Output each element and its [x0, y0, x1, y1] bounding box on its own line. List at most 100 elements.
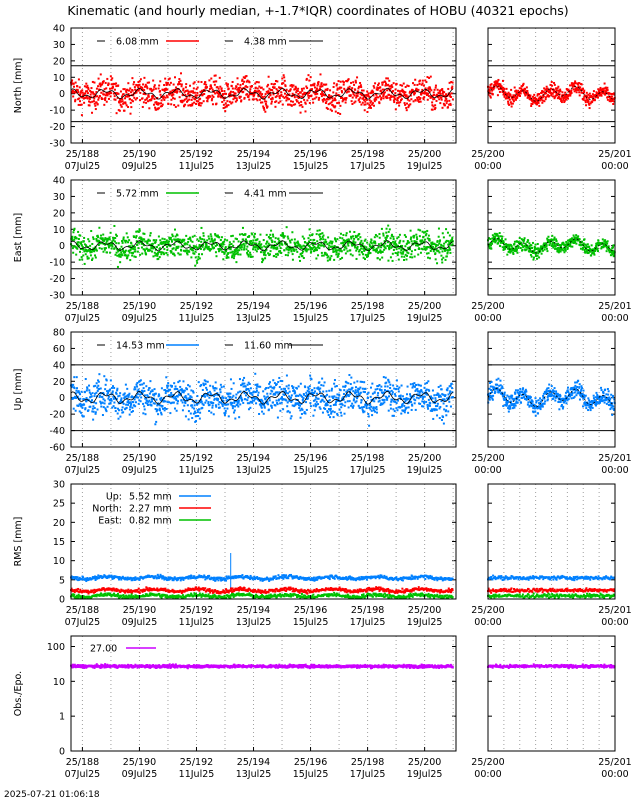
- up-data-point: [247, 396, 250, 399]
- north-data-point: [414, 99, 417, 102]
- up-data-point: [94, 411, 97, 414]
- east-data-point: [73, 238, 76, 241]
- north-data-point: [348, 85, 351, 88]
- east-zoom-data-point: [532, 258, 535, 261]
- north-data-point: [163, 98, 166, 101]
- east-data-point: [193, 234, 196, 237]
- east-data-point: [314, 242, 317, 245]
- east-data-point: [403, 255, 406, 258]
- up-data-point: [283, 390, 286, 393]
- north-data-point: [81, 96, 84, 99]
- north-data-point: [409, 103, 412, 106]
- east-data-point: [197, 255, 200, 258]
- east-zoom-data-point: [501, 235, 504, 238]
- up-data-point: [167, 389, 170, 392]
- east-zoom-data-point: [587, 252, 590, 255]
- east-data-point: [202, 234, 205, 237]
- east-data-point: [263, 251, 266, 254]
- east-data-point: [95, 249, 98, 252]
- north-data-point: [237, 88, 240, 91]
- up-data-point: [302, 401, 305, 404]
- east-zoom-data-point: [545, 242, 548, 245]
- north-data-point: [224, 102, 227, 105]
- north-data-point: [104, 96, 107, 99]
- up-data-point: [203, 393, 206, 396]
- east-zoom-data-point: [513, 242, 516, 245]
- east-data-point: [428, 238, 431, 241]
- east-data-point: [142, 232, 145, 235]
- north-data-point: [103, 97, 106, 100]
- east-zoom-data-point: [596, 250, 599, 253]
- east-zoom-data-point: [573, 236, 576, 239]
- east-zoom-data-point: [606, 242, 609, 245]
- up-data-point: [127, 393, 130, 396]
- north-data-point: [354, 100, 357, 103]
- east-data-point: [241, 243, 244, 246]
- north-zoom-data-point: [551, 92, 554, 95]
- east-data-point: [313, 245, 316, 248]
- east-main-frame: [70, 179, 457, 296]
- north-data-point: [240, 99, 243, 102]
- east-data-point: [215, 242, 218, 245]
- east-data-point: [323, 245, 326, 248]
- east-data-point: [280, 240, 283, 243]
- north-data-point: [168, 83, 171, 86]
- up-data-point: [133, 404, 136, 407]
- north-zoom-data-point: [531, 95, 534, 98]
- east-zoom-data-point: [535, 254, 538, 257]
- east-data-point: [137, 230, 140, 233]
- east-data-point: [388, 228, 391, 231]
- east-data-point: [447, 249, 450, 252]
- east-data-point: [76, 247, 79, 250]
- east-data-point: [187, 241, 190, 244]
- east-zoom-data-point: [581, 248, 584, 251]
- north-data-point: [334, 110, 337, 113]
- north-data-point: [171, 89, 174, 92]
- up-data-point: [89, 405, 92, 408]
- up-data-point: [284, 387, 287, 390]
- north-data-point: [335, 92, 338, 95]
- east-zoom-data-point: [600, 247, 603, 250]
- up-data-point: [231, 401, 234, 404]
- up-data-point: [309, 405, 312, 408]
- east-data-point: [193, 245, 196, 248]
- east-data-point: [271, 233, 274, 236]
- north-data-point: [139, 91, 142, 94]
- east-zoom-data-point: [583, 249, 586, 252]
- up-data-point: [230, 387, 233, 390]
- east-data-point: [141, 252, 144, 255]
- up-data-point: [152, 397, 155, 400]
- north-data-point: [127, 105, 130, 108]
- up-data-point: [180, 399, 183, 402]
- up-data-point: [199, 385, 202, 388]
- north-data-point: [212, 80, 215, 83]
- up-data-point: [192, 412, 195, 415]
- north-y-tick-label: 10: [53, 73, 65, 84]
- north-data-point: [273, 86, 276, 89]
- north-data-point: [209, 84, 212, 87]
- east-data-point: [302, 257, 305, 260]
- up-data-point: [103, 375, 106, 378]
- east-data-point: [219, 239, 222, 242]
- up-data-point: [318, 381, 321, 384]
- up-data-point: [157, 393, 160, 396]
- up-data-point: [118, 409, 121, 412]
- east-data-point: [118, 255, 121, 258]
- north-data-point: [273, 82, 276, 85]
- north-data-point: [444, 95, 447, 98]
- north-data-point: [80, 90, 83, 93]
- east-data-point: [236, 251, 239, 254]
- north-zoom-data-point: [562, 98, 565, 101]
- east-data-point: [384, 238, 387, 241]
- east-data-point: [166, 253, 169, 256]
- up-data-point: [138, 399, 141, 402]
- north-zoom-data-point: [597, 91, 600, 94]
- east-data-point: [285, 226, 288, 229]
- east-data-point: [237, 253, 240, 256]
- north-zoom-data-point: [593, 94, 596, 97]
- up-data-point: [276, 403, 279, 406]
- east-data-point: [368, 244, 371, 247]
- up-data-point: [111, 406, 114, 409]
- east-zoom-data-point: [596, 243, 599, 246]
- up-data-point: [278, 391, 281, 394]
